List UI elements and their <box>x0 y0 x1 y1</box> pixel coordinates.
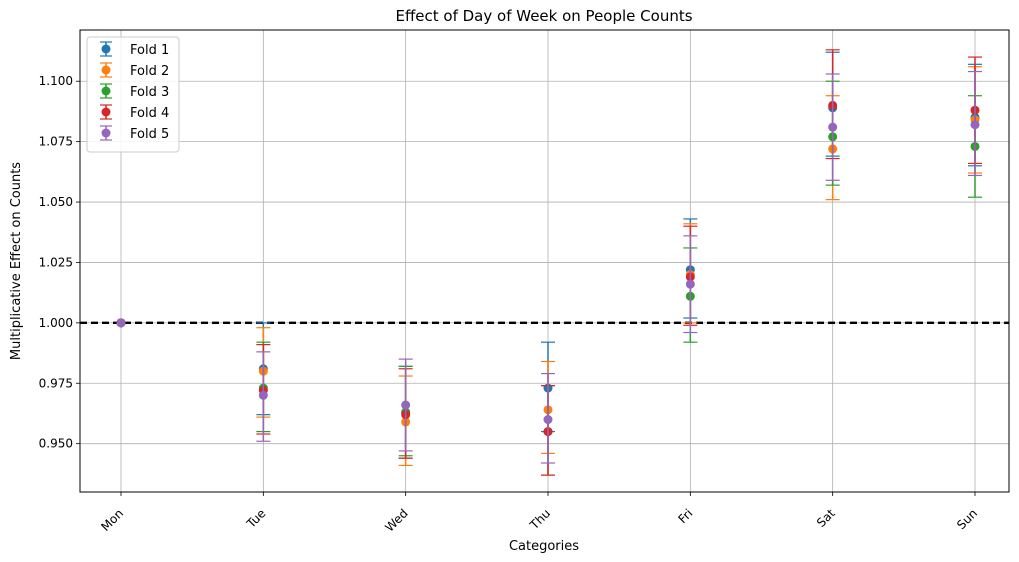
y-tick-label: 0.975 <box>39 376 73 390</box>
x-tick-label: Sat <box>814 506 838 530</box>
data-point <box>685 279 695 289</box>
x-axis: Mon Tue Wed Thu Fri Sat Sun <box>98 492 980 535</box>
x-tick-label: Thu <box>527 506 554 533</box>
x-tick-label: Wed <box>382 506 410 534</box>
y-tick-label: 1.100 <box>39 74 73 88</box>
x-axis-title: Categories <box>509 539 579 554</box>
series-layer <box>116 49 982 476</box>
legend-marker <box>101 128 111 138</box>
x-tick-label: Mon <box>98 506 126 534</box>
series-fold-5 <box>116 70 982 464</box>
data-point <box>116 318 126 328</box>
plot-frame <box>79 29 1010 493</box>
data-point <box>401 400 411 410</box>
legend-label: Fold 3 <box>130 85 169 100</box>
y-tick-label: 0.950 <box>39 437 73 451</box>
legend-label: Fold 4 <box>130 106 169 121</box>
legend-marker <box>101 107 111 117</box>
y-tick-label: 1.050 <box>39 195 73 209</box>
data-point <box>828 122 838 132</box>
x-tick-label: Fri <box>675 506 695 526</box>
legend-marker <box>101 65 111 75</box>
y-tick-label: 1.000 <box>39 316 73 330</box>
data-point <box>970 120 980 130</box>
plot-area <box>80 30 1009 492</box>
legend-marker <box>101 86 111 96</box>
legend: Fold 1 Fold 2 Fold 3 Fold 4 Fold 5 <box>86 36 180 153</box>
data-point <box>258 390 268 400</box>
data-point <box>543 415 553 425</box>
y-tick-label: 1.075 <box>39 135 73 149</box>
x-tick-label: Sun <box>954 506 980 532</box>
legend-label: Fold 1 <box>130 43 169 58</box>
y-axis: 0.950 0.975 1.000 1.025 1.050 1.075 1.100 <box>39 74 80 451</box>
chart-title: Effect of Day of Week on People Counts <box>395 7 692 25</box>
x-tick-label: Tue <box>243 506 268 531</box>
legend-label: Fold 5 <box>130 127 169 142</box>
legend-box <box>86 36 180 153</box>
y-tick-label: 1.025 <box>39 255 73 269</box>
legend-label: Fold 2 <box>130 64 169 79</box>
legend-marker <box>101 44 111 54</box>
y-axis-title: Multiplicative Effect on Counts <box>9 162 24 360</box>
